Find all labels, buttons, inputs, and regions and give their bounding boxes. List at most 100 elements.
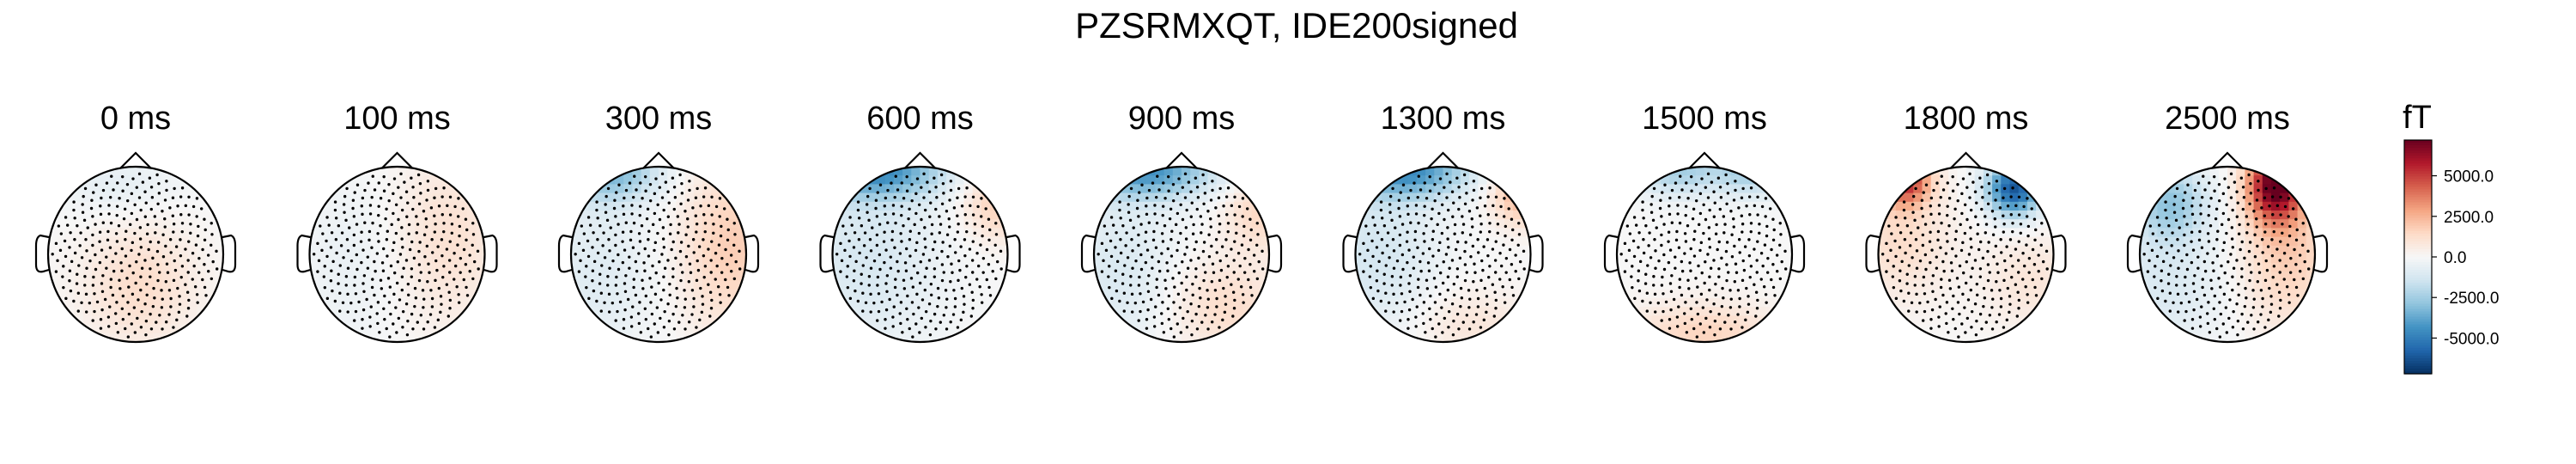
field-cell <box>1651 201 1662 211</box>
sensor-dot <box>422 297 426 301</box>
sensor-dot <box>399 196 403 199</box>
topomap-0: 0 ms <box>34 101 237 344</box>
field-cell <box>161 201 172 211</box>
sensor-dot <box>1211 188 1214 192</box>
sensor-dot <box>1147 274 1151 278</box>
field-cell <box>1199 272 1209 282</box>
field-cell <box>1260 228 1269 238</box>
sensor-dot <box>77 264 81 267</box>
field-cell <box>1686 298 1697 308</box>
sensor-dot <box>963 238 967 241</box>
field-cell <box>1513 263 1522 272</box>
sensor-dot <box>158 271 161 274</box>
sensor-dot <box>76 291 81 295</box>
field-cell <box>1625 254 1635 264</box>
field-cell <box>1504 280 1514 290</box>
sensor-dot <box>331 259 335 264</box>
field-cell <box>623 211 633 220</box>
sensor-dot <box>180 222 185 225</box>
field-cell <box>380 245 389 255</box>
sensor-dot <box>689 271 693 274</box>
sensor-dot <box>574 253 577 256</box>
sensor-dot <box>585 285 588 290</box>
sensor-dot <box>1406 260 1409 265</box>
sensor-dot <box>673 196 677 199</box>
field-cell <box>1094 201 1103 211</box>
field-cell <box>1783 263 1792 272</box>
sensor-dot <box>163 225 167 229</box>
sensor-dot <box>918 281 922 285</box>
field-cell <box>179 219 189 229</box>
field-cell <box>100 184 110 194</box>
field-cell <box>161 254 172 264</box>
sensor-dot <box>1471 225 1474 229</box>
sensor-dot <box>121 294 125 298</box>
sensor-dot <box>662 288 665 292</box>
sensor-dot <box>1111 223 1115 227</box>
sensor-dot <box>1641 200 1644 204</box>
field-cell <box>1225 228 1235 238</box>
sensor-dot <box>453 278 456 281</box>
field-cell <box>667 263 677 272</box>
sensor-dot <box>1749 265 1753 268</box>
field-cell <box>1111 201 1121 211</box>
sensor-dot <box>100 248 104 252</box>
field-cell <box>100 315 110 326</box>
field-cell <box>1661 254 1670 264</box>
field-cell <box>405 184 416 194</box>
field-cell <box>902 263 912 272</box>
sensor-dot <box>1710 180 1714 184</box>
field-cell <box>1504 211 1514 220</box>
field-cell <box>832 245 842 255</box>
field-cell <box>1739 236 1749 247</box>
field-cell <box>361 280 372 290</box>
field-cell <box>659 219 668 229</box>
sensor-dot <box>630 204 634 207</box>
field-cell <box>1486 333 1497 342</box>
field-cell <box>649 333 659 342</box>
sensor-dot <box>893 246 896 249</box>
field-cell <box>981 254 991 264</box>
field-cell <box>1757 280 1766 290</box>
field-cell <box>1695 263 1705 272</box>
sensor-dot <box>603 301 606 304</box>
field-cell <box>170 254 180 264</box>
sensor-dot <box>363 188 367 192</box>
sensor-dot <box>889 255 892 259</box>
sensor-dot <box>1708 326 1712 329</box>
field-cell <box>1382 245 1391 255</box>
field-cell <box>720 211 730 220</box>
field-cell <box>1225 219 1235 229</box>
sensor-dot <box>210 243 213 247</box>
field-cell <box>1495 228 1505 238</box>
sensor-dot <box>153 215 157 218</box>
field-cell <box>963 236 974 247</box>
sensor-dot <box>1447 309 1451 314</box>
sensor-dot <box>1625 259 1628 263</box>
field-cell <box>1146 272 1156 282</box>
sensor-dot <box>874 206 878 211</box>
field-cell <box>832 307 842 316</box>
field-cell <box>963 289 974 299</box>
sensor-dot <box>334 217 338 220</box>
field-cell <box>1355 236 1365 247</box>
sensor-dot <box>1375 279 1379 283</box>
field-cell <box>632 298 642 308</box>
sensor-dot <box>1242 301 1245 304</box>
sensor-dot <box>206 253 210 257</box>
field-cell <box>1678 245 1688 255</box>
sensor-dot <box>687 321 691 324</box>
sensor-dot <box>131 271 135 275</box>
field-cell <box>580 289 589 299</box>
field-cell <box>1225 315 1235 326</box>
field-cell <box>476 324 485 334</box>
field-cell <box>1460 175 1470 185</box>
sensor-dot <box>382 189 386 192</box>
sensor-dot <box>1714 232 1718 235</box>
sensor-dot <box>1649 203 1653 206</box>
field-cell <box>476 263 485 272</box>
sensor-dot <box>696 259 699 263</box>
field-cell <box>981 228 991 238</box>
field-cell <box>641 211 651 220</box>
sensor-dot <box>623 248 627 252</box>
